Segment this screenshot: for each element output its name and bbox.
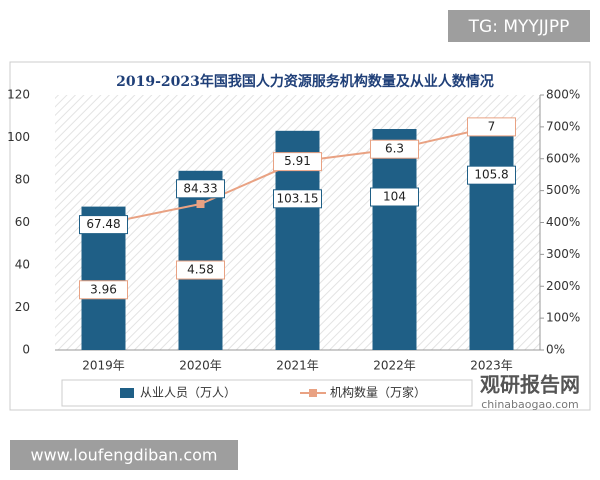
data-label-box	[273, 189, 322, 209]
watermark: TG: MYYJJPP	[468, 17, 570, 37]
logo-url: chinabaogao.com	[481, 398, 579, 411]
data-label: 105.8	[474, 168, 508, 182]
bar	[372, 129, 417, 350]
bar	[469, 125, 514, 350]
data-label-box	[176, 179, 225, 199]
y-tick-label: 0	[22, 343, 30, 357]
data-label: 4.58	[187, 263, 214, 277]
y-tick-label: 100	[7, 130, 30, 144]
data-label-box	[79, 280, 128, 300]
x-tick-label: 2021年	[276, 359, 319, 373]
data-label: 6.3	[385, 142, 404, 156]
data-label: 5.91	[284, 154, 311, 168]
x-tick-label: 2022年	[373, 359, 416, 373]
watermark-box	[448, 10, 590, 42]
data-label: 103.15	[277, 191, 319, 205]
legend-swatch	[309, 389, 317, 397]
x-tick-label: 2019年	[82, 359, 125, 373]
logo-name: 观研报告网	[480, 373, 580, 397]
data-label-box	[273, 152, 322, 172]
data-label: 7	[488, 119, 496, 133]
legend-swatch	[120, 388, 134, 398]
watermark: www.loufengdiban.com	[31, 446, 218, 465]
data-label-box	[370, 139, 419, 159]
x-tick-label: 2020年	[179, 359, 222, 373]
legend-label: 从业人员（万人）	[140, 386, 236, 400]
y-tick-label: 20	[15, 300, 30, 314]
y-tick-label: 120	[7, 88, 30, 102]
y2-tick-label: 800%	[546, 88, 580, 102]
data-label: 67.48	[86, 217, 120, 231]
data-label-box	[176, 260, 225, 280]
data-label: 3.96	[90, 282, 117, 296]
data-label-box	[370, 187, 419, 207]
y2-tick-label: 300%	[546, 247, 580, 261]
data-label-box	[467, 117, 516, 137]
y-tick-label: 80	[15, 173, 30, 187]
y2-tick-label: 200%	[546, 279, 580, 293]
x-tick-label: 2023年	[470, 359, 513, 373]
y-tick-label: 40	[15, 258, 30, 272]
data-label: 104	[383, 190, 406, 204]
y2-tick-label: 100%	[546, 311, 580, 325]
watermark-box	[10, 440, 238, 470]
y2-tick-label: 500%	[546, 183, 580, 197]
y2-tick-label: 600%	[546, 151, 580, 165]
data-label-box	[79, 215, 128, 235]
chart-title: 2019-2023年国我国人力资源服务机构数量及从业人数情况	[116, 73, 494, 90]
y2-tick-label: 700%	[546, 119, 580, 133]
y-tick-label: 60	[15, 215, 30, 229]
data-label-box	[467, 165, 516, 185]
line-marker	[196, 200, 205, 209]
data-label: 84.33	[183, 181, 217, 195]
legend-frame	[61, 379, 473, 407]
legend-label: 机构数量（万家）	[330, 385, 426, 400]
y2-tick-label: 0%	[546, 343, 565, 357]
y2-tick-label: 400%	[546, 215, 580, 229]
